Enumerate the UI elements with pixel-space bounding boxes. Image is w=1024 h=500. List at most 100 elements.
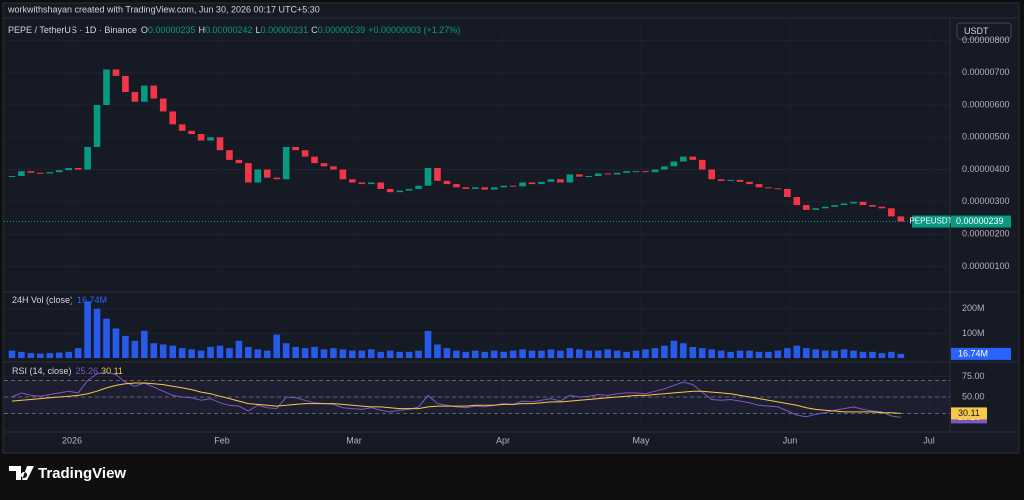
- volume-bar: [18, 351, 25, 358]
- volume-bar: [188, 349, 195, 358]
- candle: [197, 134, 205, 141]
- candle: [453, 184, 460, 188]
- ohlc-key: L: [256, 25, 261, 35]
- y-tick-label: 0.00000800: [962, 35, 1010, 45]
- price-tag: 0.00000239: [956, 216, 1004, 226]
- rsi-line: [11, 371, 901, 418]
- candle: [74, 167, 82, 170]
- candle: [122, 75, 129, 93]
- ohlc-key: O: [141, 25, 148, 35]
- y-tick-label: 0.00000700: [962, 67, 1010, 77]
- volume-bar: [424, 330, 432, 358]
- volume-bar: [216, 345, 224, 358]
- volume-bar: [434, 344, 441, 358]
- volume-bar: [263, 350, 271, 358]
- volume-bar: [651, 348, 659, 358]
- volume-bar: [301, 348, 309, 358]
- volume-bar: [576, 349, 583, 358]
- volume-bar: [774, 350, 782, 358]
- volume-bar: [8, 350, 16, 358]
- volume-bar: [727, 351, 734, 358]
- volume-bar: [84, 301, 91, 358]
- volume-bar: [55, 352, 63, 358]
- volume-bar: [330, 348, 337, 358]
- candle: [859, 201, 867, 206]
- volume-bar: [150, 343, 158, 358]
- volume-bar: [273, 334, 281, 358]
- candle: [680, 156, 687, 162]
- volume-bar: [850, 350, 857, 358]
- volume-bar: [37, 353, 44, 358]
- candle: [557, 179, 564, 183]
- candle: [8, 176, 16, 178]
- volume-tag-bg: [951, 347, 1011, 360]
- candle: [141, 85, 148, 102]
- candle: [320, 163, 328, 167]
- candle: [869, 205, 876, 207]
- candle: [850, 201, 857, 204]
- candle: [349, 179, 356, 183]
- ohlc-value: 0.00000231: [261, 25, 309, 35]
- candle: [93, 104, 101, 147]
- candle: [519, 182, 526, 187]
- candle: [509, 185, 517, 187]
- currency-button[interactable]: [956, 22, 1012, 40]
- candle: [159, 98, 167, 112]
- candle: [396, 190, 403, 193]
- candle: [698, 159, 706, 170]
- volume-bar: [623, 351, 630, 358]
- volume-bar: [793, 345, 801, 358]
- volume-bar: [755, 351, 763, 358]
- volume-bar: [661, 345, 668, 358]
- currency-label[interactable]: USDT: [964, 26, 989, 36]
- candle: [481, 187, 489, 190]
- volume-bar: [632, 350, 640, 358]
- rsi-tag-bg: [951, 407, 987, 420]
- brand: TradingView: [9, 465, 126, 482]
- candle: [774, 188, 782, 190]
- volume-bar: [613, 350, 621, 358]
- volume-bar: [604, 349, 611, 358]
- candle: [538, 181, 545, 185]
- plot-layer: 0.00000100 0.00000200 0.00000300 0.00000400…: [4, 22, 1011, 445]
- volume-bar: [46, 353, 54, 358]
- candle: [46, 172, 54, 174]
- candle: [103, 69, 110, 105]
- ohlc-value: 0.00000242: [205, 25, 253, 35]
- volume-bar: [377, 351, 385, 358]
- candle: [784, 188, 791, 198]
- y-tick-label: 0.00000600: [962, 99, 1010, 109]
- candle: [415, 185, 422, 189]
- candle: [405, 188, 413, 191]
- candle: [623, 171, 630, 173]
- candle: [471, 187, 479, 189]
- rsi-ma-value: 30.11: [101, 366, 123, 376]
- candle: [547, 179, 555, 182]
- symbol-legend: PEPE / TetherUS · 1D · Binance O0.0000023…: [8, 25, 460, 35]
- y-tick-label: 0.00000100: [962, 261, 1010, 271]
- volume-bar: [443, 348, 451, 358]
- volume-bar: [500, 351, 507, 358]
- candle: [727, 179, 734, 181]
- volume-bar: [566, 348, 574, 358]
- candle: [661, 166, 668, 170]
- volume-bar: [159, 344, 167, 358]
- volume-bar: [509, 350, 517, 358]
- candle: [65, 167, 72, 171]
- y-tick-label: 0.00000400: [962, 164, 1010, 174]
- volume-bar: [897, 353, 905, 358]
- x-tick-label: 2026: [62, 435, 82, 445]
- candle: [746, 181, 753, 185]
- y-tick-label: 0.00000500: [962, 132, 1010, 142]
- candle: [604, 173, 611, 175]
- candle: [367, 182, 375, 185]
- candle: [670, 161, 678, 167]
- candle: [594, 173, 602, 177]
- candle: [169, 111, 177, 125]
- candle: [888, 208, 895, 217]
- volume-bar: [708, 349, 716, 358]
- volume-bar: [415, 350, 422, 358]
- candle: [292, 146, 299, 151]
